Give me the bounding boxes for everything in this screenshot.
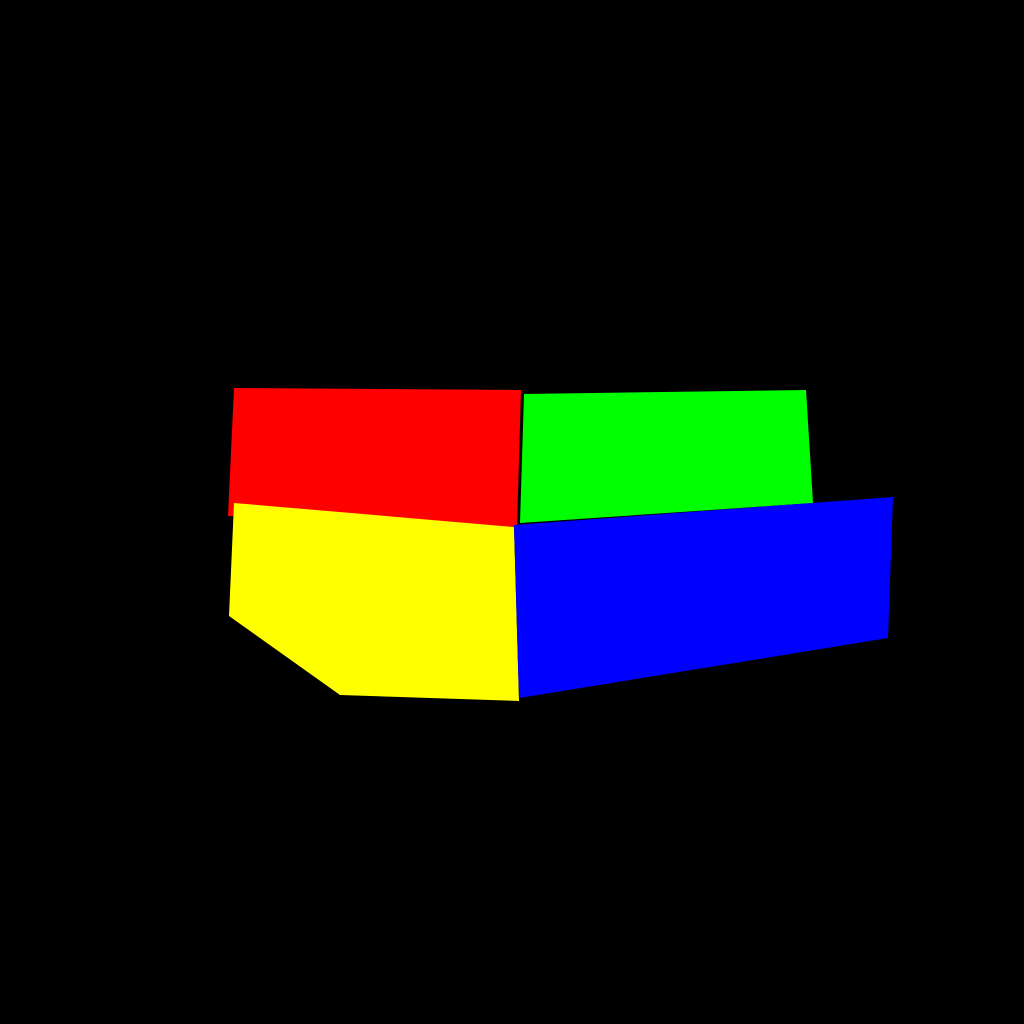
blue-panel bbox=[514, 497, 893, 698]
red-panel bbox=[228, 388, 521, 527]
green-panel bbox=[520, 390, 813, 523]
yellow-panel bbox=[229, 503, 519, 701]
